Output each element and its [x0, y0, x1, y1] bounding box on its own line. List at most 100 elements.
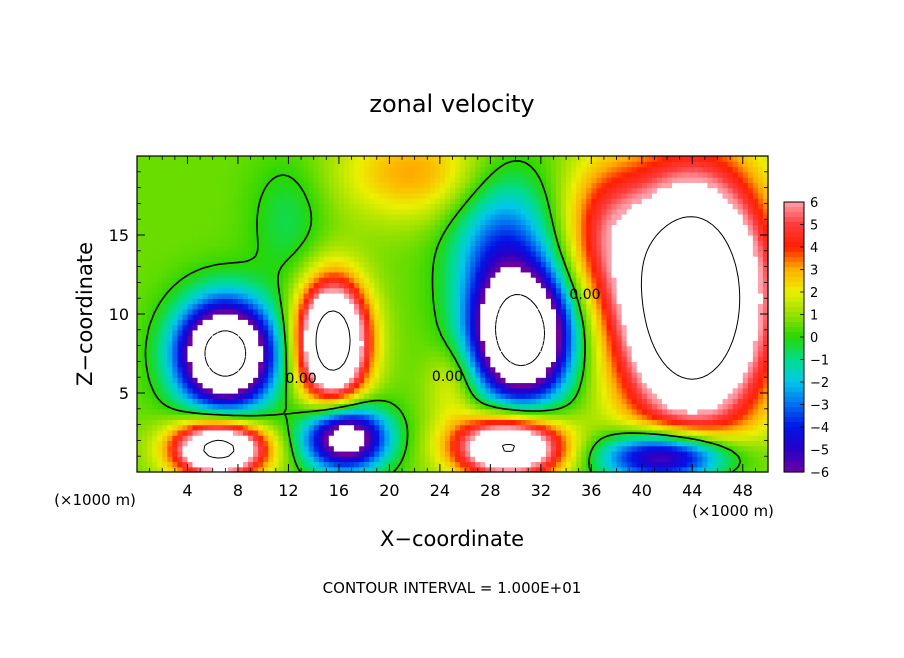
field-cell	[303, 266, 310, 273]
field-cell	[717, 277, 724, 283]
field-cell	[561, 319, 567, 326]
field-cell	[409, 345, 416, 352]
field-cell	[596, 440, 603, 447]
field-cell	[359, 271, 365, 278]
field-cell	[313, 303, 320, 310]
field-cell	[566, 450, 572, 457]
field-cell	[349, 414, 355, 420]
field-cell	[606, 414, 613, 420]
field-cell	[202, 414, 209, 420]
field-cell	[702, 319, 709, 326]
field-cell	[313, 287, 320, 294]
field-cell	[217, 308, 224, 315]
field-cell	[212, 466, 219, 473]
field-cell	[651, 361, 658, 368]
field-cell	[182, 435, 189, 441]
field-cell	[682, 440, 688, 447]
field-cell	[626, 319, 633, 326]
field-cell	[232, 403, 239, 410]
field-cell	[571, 340, 577, 347]
field-cell	[237, 335, 244, 341]
field-cell	[359, 435, 365, 441]
field-cell	[243, 340, 249, 347]
field-cell	[586, 414, 592, 420]
field-cell	[550, 393, 557, 399]
field-cell	[343, 282, 350, 289]
field-cell	[343, 387, 350, 394]
field-cell	[399, 282, 406, 289]
field-cell	[646, 445, 653, 452]
field-cell	[530, 361, 537, 368]
field-cell	[712, 361, 719, 368]
field-cell	[692, 287, 698, 294]
field-cell	[460, 435, 466, 441]
field-cell	[384, 382, 390, 389]
field-cell	[737, 429, 744, 436]
field-cell	[303, 314, 310, 320]
field-cell	[550, 319, 557, 326]
field-cell	[237, 292, 244, 299]
field-cell	[500, 329, 507, 336]
field-cell	[424, 371, 431, 378]
field-cell	[328, 414, 335, 420]
field-cell	[717, 324, 724, 331]
field-cell	[187, 266, 194, 273]
field-cell	[384, 445, 390, 452]
field-cell	[429, 382, 436, 389]
field-cell	[742, 308, 749, 315]
field-cell	[697, 298, 703, 305]
field-cell	[535, 461, 542, 468]
field-cell	[495, 414, 502, 420]
field-cell	[621, 287, 628, 294]
field-cell	[550, 303, 557, 310]
field-cell	[444, 414, 451, 420]
field-cell	[313, 261, 320, 268]
field-cell	[470, 271, 476, 278]
field-cell	[752, 429, 759, 436]
field-cell	[520, 266, 527, 273]
field-cell	[606, 287, 613, 294]
field-cell	[263, 319, 269, 326]
field-cell	[742, 445, 749, 452]
field-cell	[283, 445, 290, 452]
field-cell	[626, 387, 633, 394]
field-cell	[303, 324, 310, 331]
field-cell	[576, 340, 582, 347]
field-cell	[227, 298, 234, 305]
field-cell	[182, 466, 189, 473]
field-cell	[318, 314, 325, 320]
field-cell	[621, 461, 628, 468]
field-cell	[661, 366, 668, 373]
field-cell	[404, 314, 411, 320]
field-cell	[434, 371, 441, 378]
field-cell	[399, 403, 406, 410]
field-cell	[424, 319, 431, 326]
field-cell	[333, 356, 340, 362]
field-cell	[540, 456, 547, 463]
field-cell	[323, 414, 330, 420]
field-cell	[419, 277, 426, 283]
field-cell	[333, 324, 340, 331]
field-cell	[313, 440, 320, 447]
field-cell	[606, 345, 613, 352]
field-cell	[586, 340, 592, 347]
field-cell	[550, 261, 557, 268]
field-cell	[601, 377, 608, 384]
field-cell	[318, 429, 325, 436]
field-cell	[248, 387, 254, 394]
field-cell	[702, 298, 709, 305]
field-cell	[550, 461, 557, 468]
field-cell	[727, 287, 734, 294]
field-cell	[596, 361, 603, 368]
field-cell	[510, 340, 517, 347]
field-cell	[253, 408, 259, 415]
field-cell	[288, 314, 295, 320]
field-cell	[692, 345, 698, 352]
field-cell	[283, 314, 290, 320]
field-cell	[152, 266, 158, 273]
field-cell	[243, 361, 249, 368]
field-cell	[752, 298, 759, 305]
field-cell	[318, 361, 325, 368]
field-cell	[692, 398, 698, 405]
field-cell	[535, 340, 542, 347]
